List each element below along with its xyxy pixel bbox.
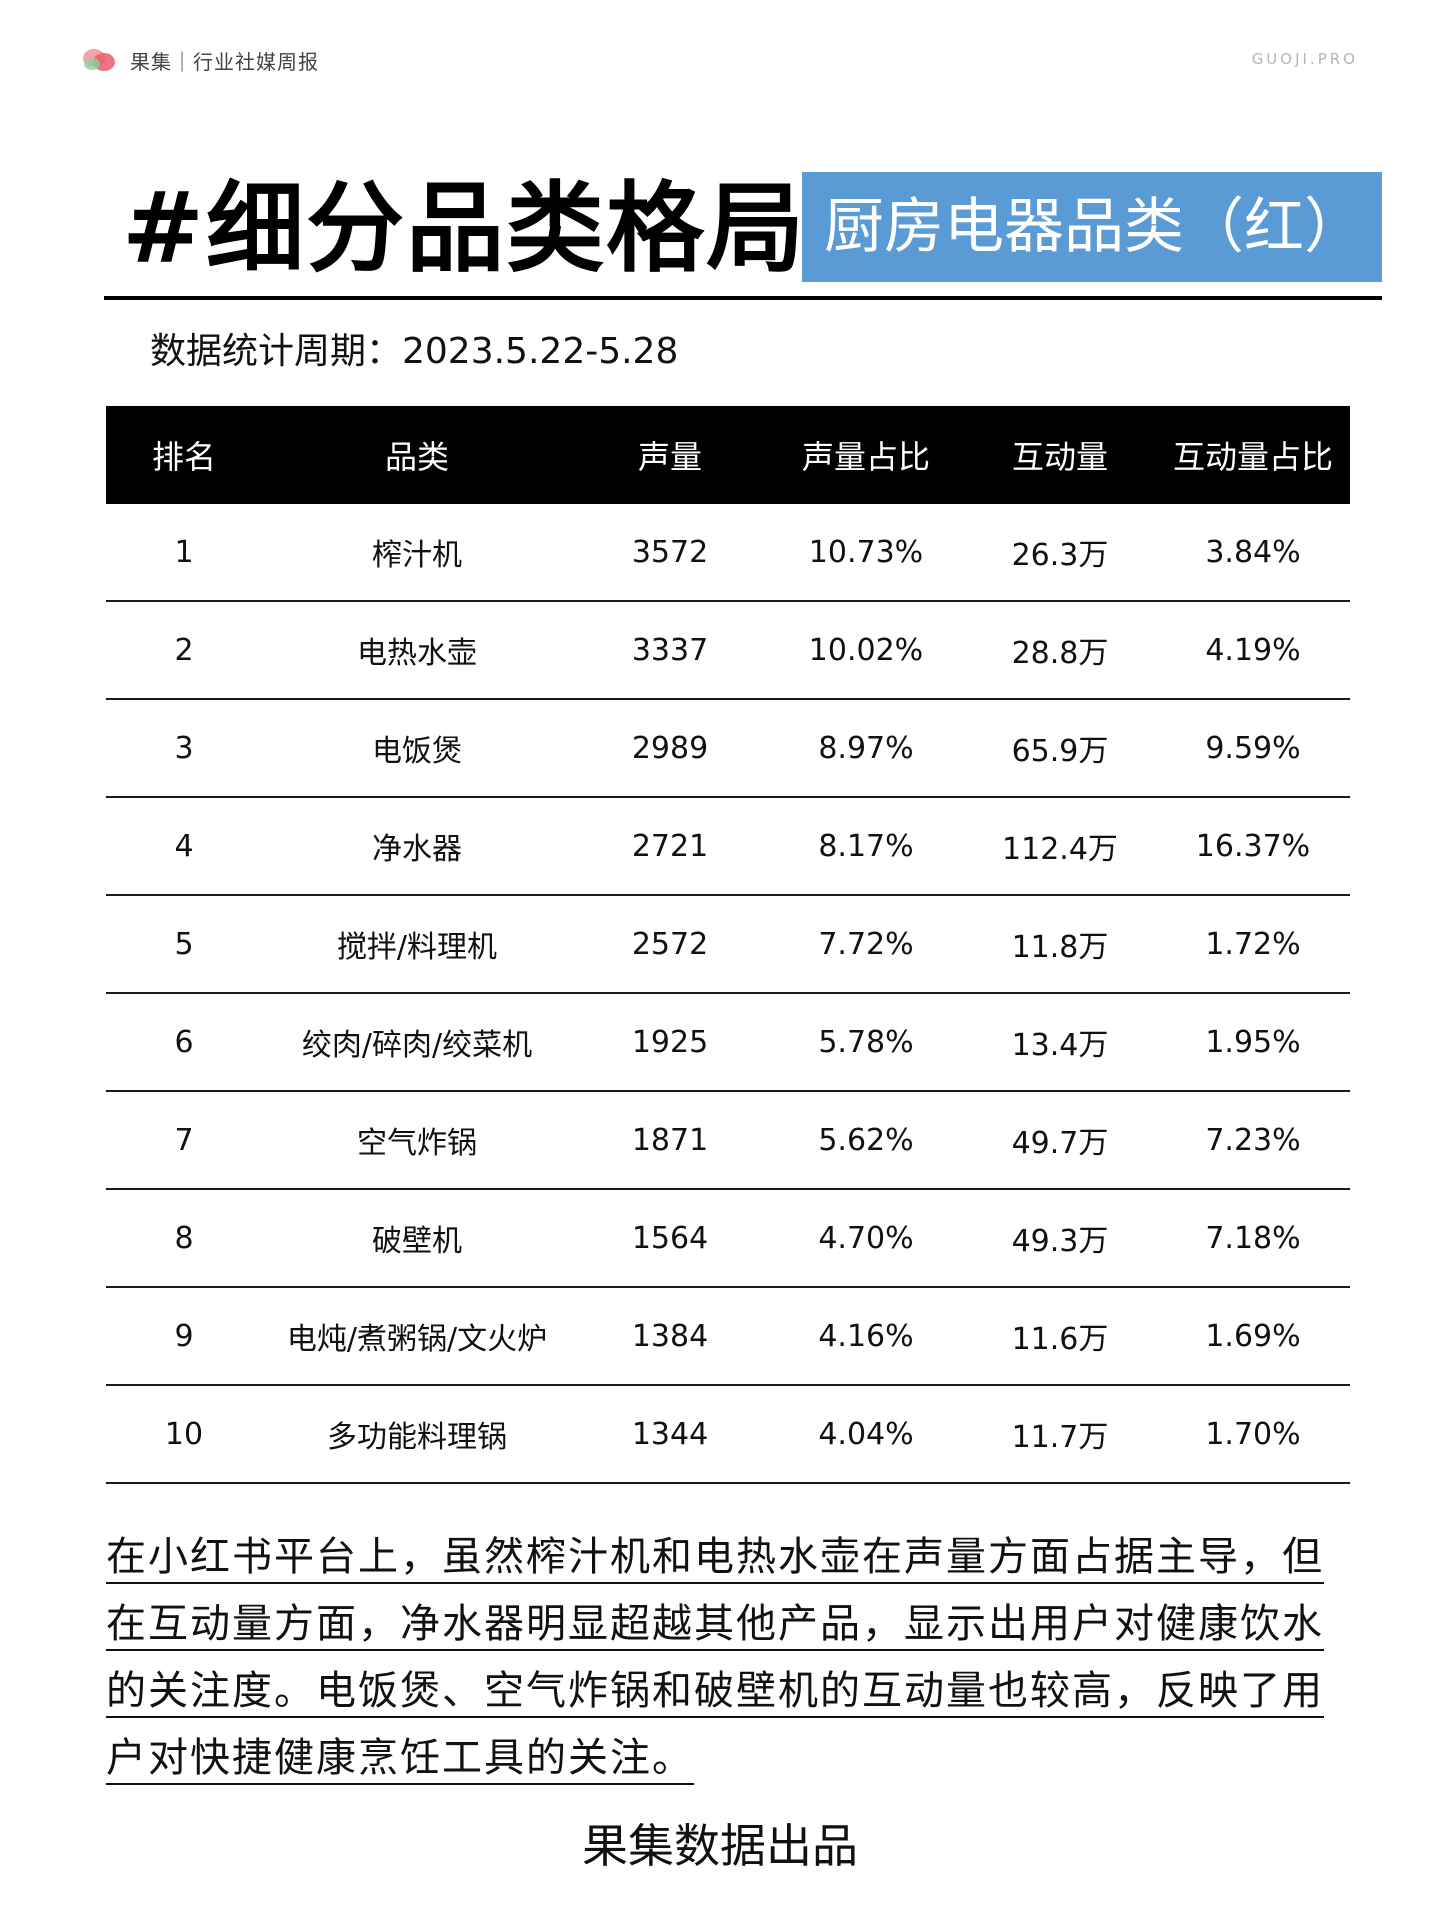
cell-rank: 2: [106, 601, 262, 700]
top-bar: 果集｜行业社媒周报 GUOJI.PRO: [82, 44, 1358, 74]
cell-rank: 7: [106, 1091, 262, 1190]
cell-volume: 2572: [572, 895, 768, 994]
table-row: 9 电炖/煮粥锅/文火炉 1384 4.16% 11.6万 1.69%: [106, 1287, 1350, 1386]
header-engagement-share: 互动量占比: [1156, 406, 1350, 504]
cell-category: 空气炸锅: [262, 1091, 572, 1190]
cell-engagement: 13.4万: [964, 993, 1156, 1092]
cell-rank: 8: [106, 1189, 262, 1288]
cell-volume: 1925: [572, 993, 768, 1092]
cell-volume-share: 4.16%: [768, 1287, 964, 1386]
title-row: #细分品类格局 厨房电器品类（红）: [104, 170, 1382, 290]
cell-volume-share: 4.04%: [768, 1385, 964, 1484]
cell-engagement: 11.8万: [964, 895, 1156, 994]
table-row: 6 绞肉/碎肉/绞菜机 1925 5.78% 13.4万 1.95%: [106, 993, 1350, 1092]
table-row: 10 多功能料理锅 1344 4.04% 11.7万 1.70%: [106, 1385, 1350, 1484]
cell-volume: 1871: [572, 1091, 768, 1190]
table-header-row: 排名 品类 声量 声量占比 互动量 互动量占比: [106, 406, 1350, 504]
site-url: GUOJI.PRO: [1251, 50, 1358, 68]
cell-volume-share: 10.73%: [768, 504, 964, 602]
table-row: 3 电饭煲 2989 8.97% 65.9万 9.59%: [106, 699, 1350, 798]
cell-engagement-share: 16.37%: [1156, 797, 1350, 896]
cell-engagement: 112.4万: [964, 797, 1156, 896]
cell-volume: 1344: [572, 1385, 768, 1484]
cell-rank: 4: [106, 797, 262, 896]
cell-volume-share: 7.72%: [768, 895, 964, 994]
cell-category: 榨汁机: [262, 504, 572, 602]
table-row: 4 净水器 2721 8.17% 112.4万 16.37%: [106, 797, 1350, 896]
cell-category: 多功能料理锅: [262, 1385, 572, 1484]
fruit-logo-icon: [83, 49, 115, 71]
cell-engagement-share: 1.70%: [1156, 1385, 1350, 1484]
title-divider: [104, 296, 1382, 300]
cell-volume: 2989: [572, 699, 768, 798]
cell-engagement: 11.6万: [964, 1287, 1156, 1386]
cell-category: 破壁机: [262, 1189, 572, 1288]
cell-engagement-share: 4.19%: [1156, 601, 1350, 700]
cell-engagement-share: 1.95%: [1156, 993, 1350, 1092]
cell-volume: 3572: [572, 504, 768, 602]
table-row: 7 空气炸锅 1871 5.62% 49.7万 7.23%: [106, 1091, 1350, 1190]
summary-text: 在小红书平台上，虽然榨汁机和电热水壶在声量方面占据主导，但在互动量方面，净水器明…: [106, 1534, 1324, 1781]
header-volume-share: 声量占比: [768, 406, 964, 504]
cell-rank: 10: [106, 1385, 262, 1484]
cell-engagement-share: 9.59%: [1156, 699, 1350, 798]
cell-category: 电热水壶: [262, 601, 572, 700]
cell-engagement-share: 1.69%: [1156, 1287, 1350, 1386]
ranking-table: 排名 品类 声量 声量占比 互动量 互动量占比 1 榨汁机 3572 10.73…: [106, 406, 1350, 1484]
cell-rank: 6: [106, 993, 262, 1092]
header-category: 品类: [262, 406, 572, 504]
data-period: 数据统计周期：2023.5.22-5.28: [150, 331, 679, 372]
table-row: 1 榨汁机 3572 10.73% 26.3万 3.84%: [106, 504, 1350, 602]
cell-volume: 2721: [572, 797, 768, 896]
cell-category: 电饭煲: [262, 699, 572, 798]
table-row: 8 破壁机 1564 4.70% 49.3万 7.18%: [106, 1189, 1350, 1288]
header-rank: 排名: [106, 406, 262, 504]
cell-rank: 9: [106, 1287, 262, 1386]
cell-volume: 1384: [572, 1287, 768, 1386]
cell-rank: 1: [106, 504, 262, 602]
cell-rank: 3: [106, 699, 262, 798]
cell-engagement: 49.7万: [964, 1091, 1156, 1190]
cell-rank: 5: [106, 895, 262, 994]
cell-category: 净水器: [262, 797, 572, 896]
cell-volume-share: 8.97%: [768, 699, 964, 798]
cell-category: 电炖/煮粥锅/文火炉: [262, 1287, 572, 1386]
cell-engagement: 49.3万: [964, 1189, 1156, 1288]
cell-engagement: 11.7万: [964, 1385, 1156, 1484]
cell-category: 搅拌/料理机: [262, 895, 572, 994]
cell-volume-share: 5.78%: [768, 993, 964, 1092]
cell-volume-share: 10.02%: [768, 601, 964, 700]
header-volume: 声量: [572, 406, 768, 504]
cell-engagement-share: 1.72%: [1156, 895, 1350, 994]
cell-volume: 3337: [572, 601, 768, 700]
cell-volume: 1564: [572, 1189, 768, 1288]
summary-paragraph: 在小红书平台上，虽然榨汁机和电热水壶在声量方面占据主导，但在互动量方面，净水器明…: [106, 1524, 1350, 1792]
cell-volume-share: 4.70%: [768, 1189, 964, 1288]
brand-name: 果集｜行业社媒周报: [130, 50, 319, 74]
cell-engagement: 26.3万: [964, 504, 1156, 602]
table-row: 2 电热水壶 3337 10.02% 28.8万 4.19%: [106, 601, 1350, 700]
header-engagement: 互动量: [964, 406, 1156, 504]
cell-engagement-share: 3.84%: [1156, 504, 1350, 602]
page-title: #细分品类格局: [122, 172, 807, 286]
cell-volume-share: 5.62%: [768, 1091, 964, 1190]
footer-credit: 果集数据出品: [582, 1819, 858, 1873]
table-row: 5 搅拌/料理机 2572 7.72% 11.8万 1.72%: [106, 895, 1350, 994]
cell-category: 绞肉/碎肉/绞菜机: [262, 993, 572, 1092]
cell-engagement: 28.8万: [964, 601, 1156, 700]
cell-volume-share: 8.17%: [768, 797, 964, 896]
cell-engagement-share: 7.23%: [1156, 1091, 1350, 1190]
cell-engagement: 65.9万: [964, 699, 1156, 798]
cell-engagement-share: 7.18%: [1156, 1189, 1350, 1288]
category-tag: 厨房电器品类（红）: [802, 172, 1382, 282]
